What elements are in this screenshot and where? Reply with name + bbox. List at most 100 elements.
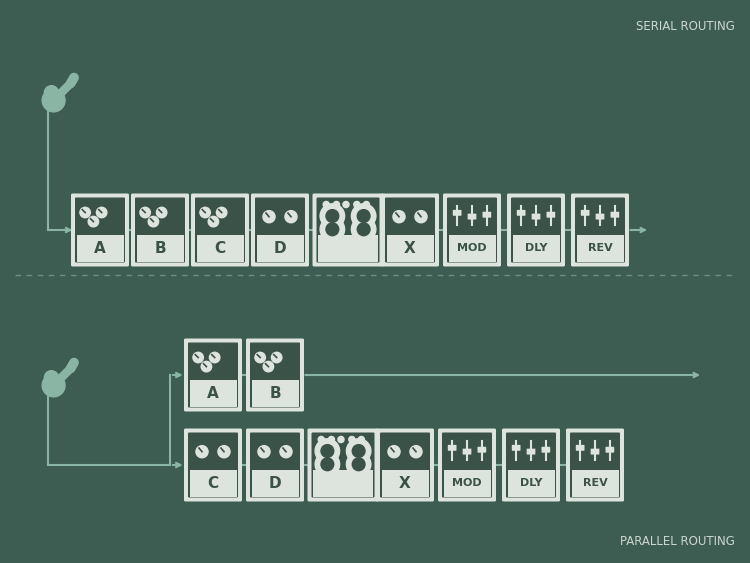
- FancyBboxPatch shape: [443, 470, 491, 497]
- FancyBboxPatch shape: [532, 213, 540, 220]
- Circle shape: [44, 86, 58, 100]
- FancyBboxPatch shape: [526, 449, 536, 454]
- FancyBboxPatch shape: [76, 235, 124, 261]
- Circle shape: [410, 446, 422, 458]
- Text: PARALLEL ROUTING: PARALLEL ROUTING: [620, 535, 735, 548]
- FancyBboxPatch shape: [508, 470, 554, 497]
- FancyBboxPatch shape: [453, 210, 461, 216]
- FancyBboxPatch shape: [576, 445, 584, 451]
- Text: D: D: [274, 241, 286, 256]
- FancyBboxPatch shape: [71, 194, 129, 266]
- Circle shape: [157, 207, 166, 218]
- FancyBboxPatch shape: [190, 380, 236, 406]
- FancyBboxPatch shape: [313, 470, 373, 497]
- Circle shape: [80, 207, 90, 218]
- Circle shape: [285, 211, 297, 223]
- Text: MOD: MOD: [458, 243, 487, 253]
- Circle shape: [321, 458, 334, 471]
- Circle shape: [354, 202, 360, 208]
- FancyBboxPatch shape: [438, 428, 496, 502]
- Text: X: X: [404, 241, 416, 256]
- Text: DLY: DLY: [525, 243, 548, 253]
- FancyBboxPatch shape: [251, 380, 298, 406]
- Circle shape: [343, 202, 349, 208]
- FancyBboxPatch shape: [547, 212, 555, 218]
- Text: B: B: [154, 241, 166, 256]
- FancyBboxPatch shape: [506, 432, 556, 498]
- FancyBboxPatch shape: [256, 235, 304, 261]
- Circle shape: [315, 452, 340, 476]
- Circle shape: [320, 217, 344, 242]
- Circle shape: [209, 352, 220, 363]
- FancyBboxPatch shape: [512, 445, 520, 451]
- Circle shape: [334, 202, 340, 208]
- Circle shape: [255, 352, 266, 363]
- Circle shape: [218, 446, 230, 458]
- FancyBboxPatch shape: [482, 212, 491, 218]
- Circle shape: [352, 445, 365, 457]
- Text: D: D: [268, 476, 281, 491]
- Circle shape: [326, 209, 339, 222]
- Circle shape: [363, 202, 370, 208]
- Circle shape: [200, 207, 210, 218]
- Circle shape: [193, 352, 203, 363]
- FancyBboxPatch shape: [190, 470, 236, 497]
- Text: A: A: [94, 241, 106, 256]
- FancyBboxPatch shape: [591, 449, 599, 454]
- Circle shape: [328, 436, 334, 443]
- FancyBboxPatch shape: [443, 194, 501, 266]
- FancyBboxPatch shape: [313, 194, 383, 266]
- FancyBboxPatch shape: [382, 470, 428, 497]
- Circle shape: [140, 207, 150, 218]
- FancyBboxPatch shape: [442, 432, 492, 498]
- FancyBboxPatch shape: [188, 342, 238, 408]
- FancyBboxPatch shape: [191, 194, 249, 266]
- Circle shape: [352, 458, 365, 471]
- Circle shape: [321, 445, 334, 457]
- FancyBboxPatch shape: [580, 210, 590, 216]
- FancyBboxPatch shape: [517, 210, 526, 216]
- FancyBboxPatch shape: [463, 449, 471, 454]
- FancyBboxPatch shape: [507, 194, 565, 266]
- FancyBboxPatch shape: [572, 470, 619, 497]
- FancyBboxPatch shape: [502, 428, 560, 502]
- Text: DLY: DLY: [520, 478, 542, 488]
- FancyBboxPatch shape: [577, 235, 623, 261]
- FancyBboxPatch shape: [246, 428, 304, 502]
- Circle shape: [88, 216, 99, 227]
- Circle shape: [357, 209, 370, 222]
- FancyBboxPatch shape: [571, 194, 629, 266]
- FancyBboxPatch shape: [381, 194, 439, 266]
- Circle shape: [323, 202, 329, 208]
- Circle shape: [346, 439, 371, 463]
- FancyBboxPatch shape: [468, 213, 476, 220]
- Circle shape: [357, 223, 370, 236]
- FancyBboxPatch shape: [380, 432, 430, 498]
- FancyBboxPatch shape: [512, 235, 560, 261]
- Circle shape: [258, 446, 270, 458]
- Circle shape: [352, 217, 376, 242]
- Text: SERIAL ROUTING: SERIAL ROUTING: [636, 20, 735, 33]
- Circle shape: [44, 370, 58, 385]
- FancyBboxPatch shape: [610, 212, 620, 218]
- Circle shape: [196, 446, 208, 458]
- Circle shape: [263, 361, 274, 372]
- FancyBboxPatch shape: [246, 338, 304, 412]
- Circle shape: [318, 436, 324, 443]
- FancyBboxPatch shape: [566, 428, 624, 502]
- Circle shape: [201, 361, 211, 372]
- FancyBboxPatch shape: [318, 235, 378, 261]
- FancyBboxPatch shape: [196, 235, 244, 261]
- Circle shape: [393, 211, 405, 223]
- Circle shape: [209, 216, 219, 227]
- FancyBboxPatch shape: [511, 198, 561, 262]
- Text: C: C: [214, 241, 226, 256]
- Circle shape: [263, 211, 275, 223]
- FancyBboxPatch shape: [188, 432, 238, 498]
- Circle shape: [346, 452, 371, 476]
- Circle shape: [97, 207, 106, 218]
- Circle shape: [326, 223, 339, 236]
- Circle shape: [42, 374, 65, 397]
- FancyBboxPatch shape: [250, 432, 300, 498]
- FancyBboxPatch shape: [251, 470, 298, 497]
